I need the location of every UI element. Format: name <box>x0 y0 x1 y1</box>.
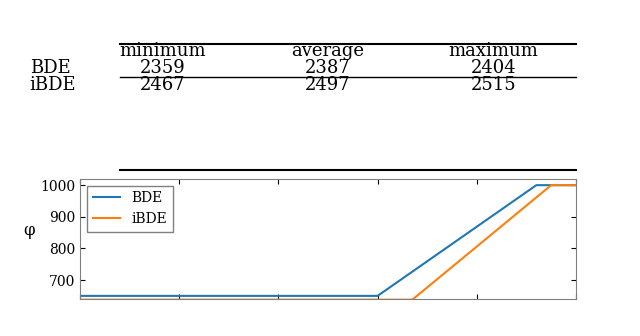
iBDE <box>472 245 479 249</box>
BDE <box>294 294 302 298</box>
iBDE <box>127 298 134 302</box>
iBDE <box>417 291 424 295</box>
Y-axis label: φ: φ <box>23 222 35 239</box>
BDE <box>417 264 424 268</box>
BDE <box>572 183 580 187</box>
BDE <box>127 294 134 298</box>
BDE <box>533 183 541 187</box>
iBDE <box>548 183 556 187</box>
iBDE <box>76 298 84 302</box>
Line: BDE: BDE <box>80 185 576 296</box>
iBDE <box>463 253 470 257</box>
iBDE <box>572 183 580 187</box>
iBDE <box>294 298 302 302</box>
BDE <box>276 294 284 298</box>
BDE <box>463 232 470 236</box>
iBDE <box>276 298 284 302</box>
BDE <box>472 225 479 229</box>
BDE <box>76 294 84 298</box>
Legend: BDE, iBDE: BDE, iBDE <box>87 186 173 232</box>
Line: iBDE: iBDE <box>80 185 576 300</box>
